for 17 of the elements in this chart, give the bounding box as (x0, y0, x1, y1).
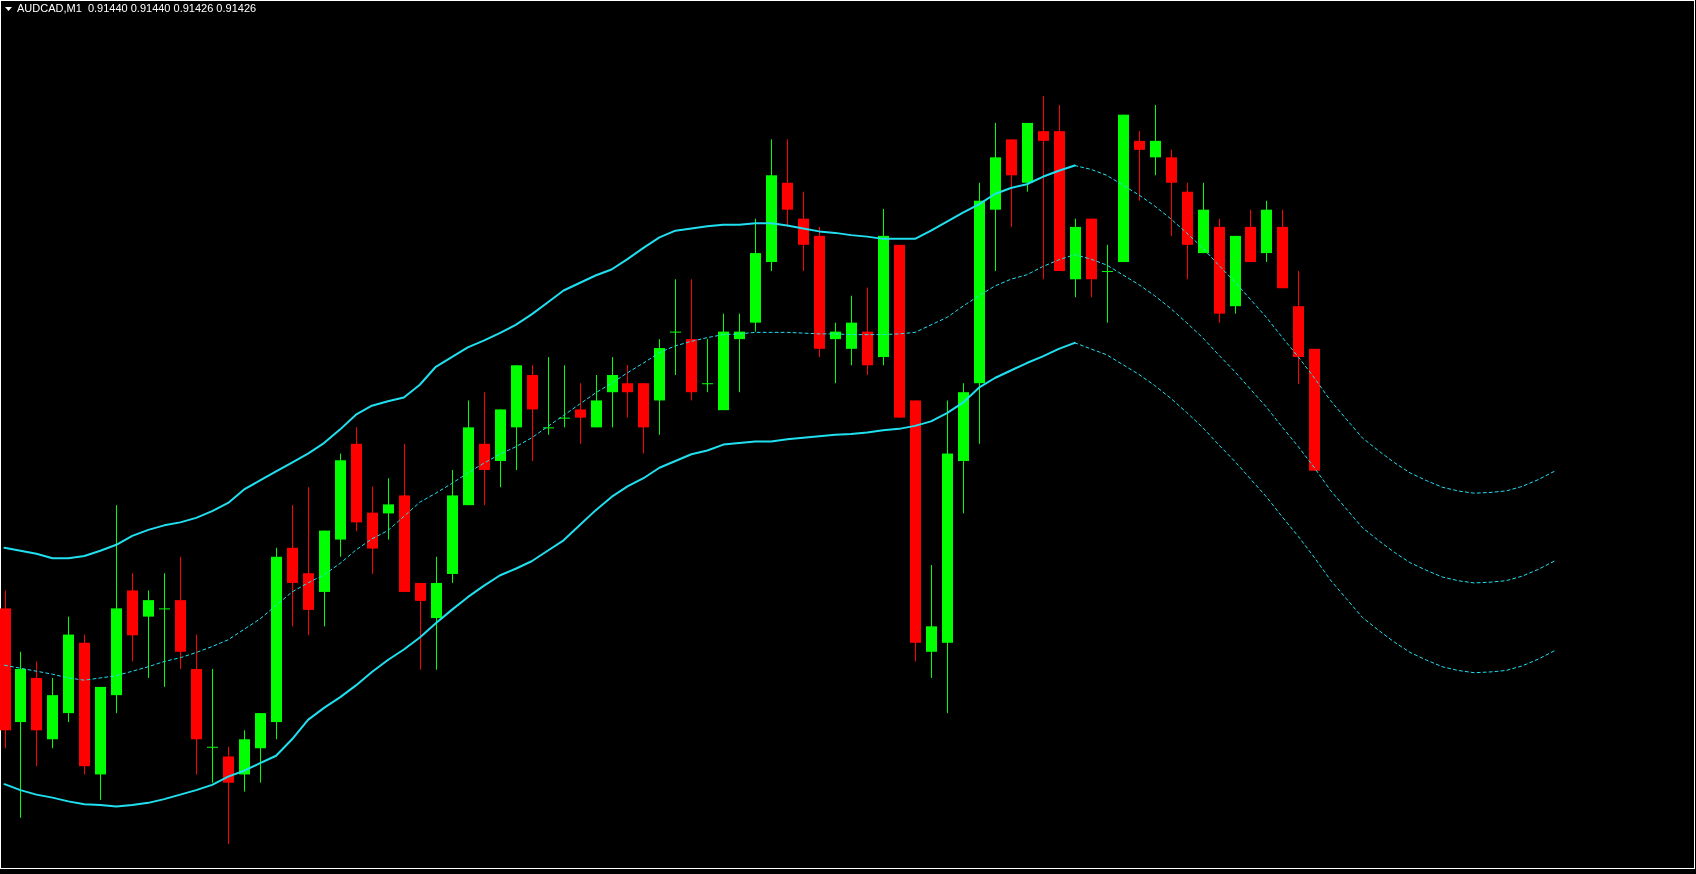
candlestick (575, 382, 586, 445)
candlestick (559, 364, 570, 428)
candlestick (702, 338, 713, 393)
candlestick (207, 668, 218, 784)
candlestick (159, 572, 170, 688)
candlestick (622, 364, 633, 419)
candlestick (1038, 95, 1049, 280)
candlestick (670, 278, 681, 376)
candlestick (1150, 104, 1161, 176)
candlestick (143, 589, 154, 679)
chart-title: AUDCAD,M1 0.91440 0.91440 0.91426 0.91426 (17, 2, 257, 14)
candlestick (607, 356, 618, 428)
candlestick (383, 477, 394, 541)
candlestick (543, 356, 554, 436)
candlestick (1134, 130, 1145, 202)
candlestick (415, 582, 426, 671)
candlestick (1102, 244, 1113, 324)
